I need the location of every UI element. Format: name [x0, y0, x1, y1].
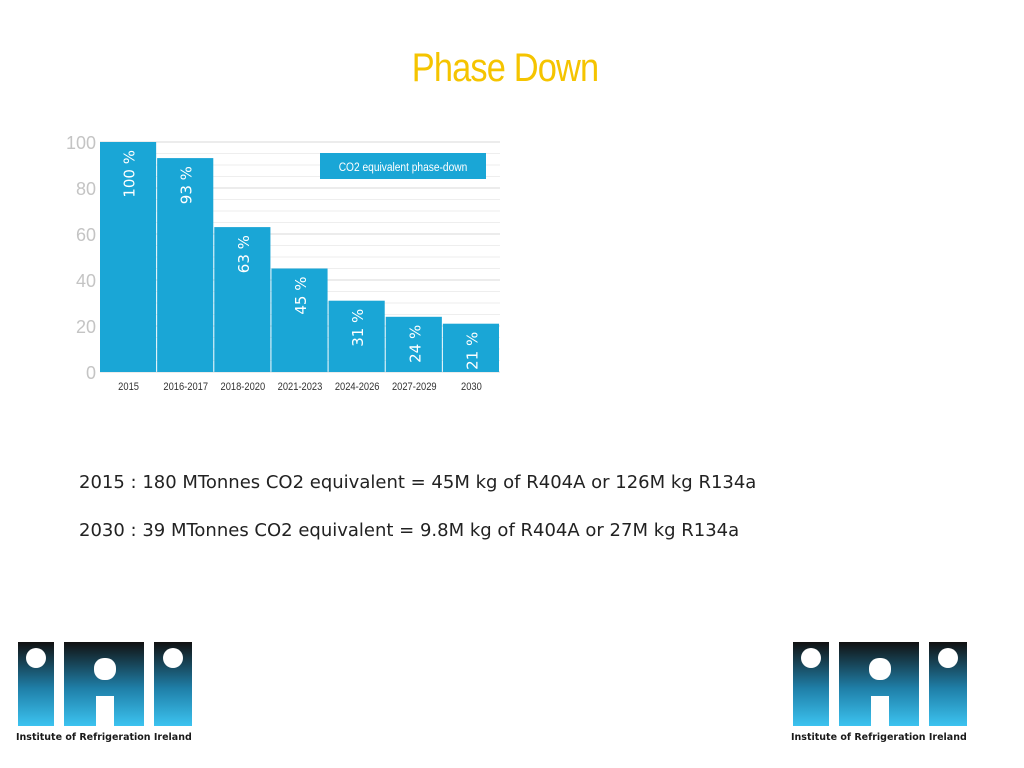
y-tick-label: 100 — [66, 133, 96, 153]
iri-logo-mark — [18, 642, 192, 726]
slide-title: Phase Down — [411, 46, 599, 90]
bar — [328, 300, 385, 372]
legend-label: CO2 equivalent phase-down — [339, 161, 468, 174]
iri-logo-left: Institute of Refrigeration Ireland — [16, 638, 200, 746]
bar-data-label: 24 % — [406, 325, 424, 363]
legend-box — [320, 153, 486, 179]
iri-logo-caption: Institute of Refrigeration Ireland — [16, 732, 192, 743]
bar-data-label: 31 % — [349, 309, 367, 347]
x-tick-label: 2016-2017 — [163, 381, 208, 393]
bar-data-label: 63 % — [235, 235, 253, 273]
x-tick-label: 2015 — [118, 381, 139, 393]
bar — [100, 142, 157, 372]
x-axis-labels: 2015 2016-2017 2018-2020 2021-2023 2024-2026… — [118, 381, 482, 393]
y-tick-label: 80 — [76, 179, 96, 199]
bar-data-label: 100 % — [121, 150, 139, 198]
y-tick-label: 20 — [76, 317, 96, 337]
bar — [385, 316, 442, 372]
bar — [157, 158, 214, 372]
phase-down-bar-chart: 0 20 40 60 80 100 100 % 93 % 63 % 45 % 31 % 24 % 21… — [66, 133, 500, 393]
bar — [442, 323, 499, 372]
x-tick-label: 2027-2029 — [392, 381, 437, 393]
bar-data-label: 93 % — [178, 166, 196, 204]
iri-logo-mark — [793, 642, 967, 726]
chart-legend: CO2 equivalent phase-down — [320, 153, 486, 179]
iri-logo-caption: Institute of Refrigeration Ireland — [791, 732, 967, 743]
y-tick-label: 0 — [86, 363, 96, 383]
x-tick-label: 2030 — [461, 381, 482, 393]
y-tick-label: 60 — [76, 225, 96, 245]
x-tick-label: 2024-2026 — [335, 381, 380, 393]
chart-bars: 100 % 93 % 63 % 45 % 31 % 24 % 21 % — [100, 142, 499, 372]
bar-data-label: 45 % — [292, 277, 310, 315]
bar — [271, 268, 328, 372]
x-tick-label: 2018-2020 — [221, 381, 266, 393]
bar — [214, 227, 271, 372]
bar-data-label: 21 % — [463, 332, 481, 370]
iri-logo-right: Institute of Refrigeration Ireland — [791, 638, 975, 746]
phase-down-note-2030: 2030 : 39 MTonnes CO2 equivalent = 9.8M … — [79, 520, 740, 541]
y-tick-label: 40 — [76, 271, 96, 291]
phase-down-note-2015: 2015 : 180 MTonnes CO2 equivalent = 45M … — [79, 472, 757, 493]
y-axis-ticks: 0 20 40 60 80 100 — [66, 133, 96, 383]
x-tick-label: 2021-2023 — [278, 381, 323, 393]
